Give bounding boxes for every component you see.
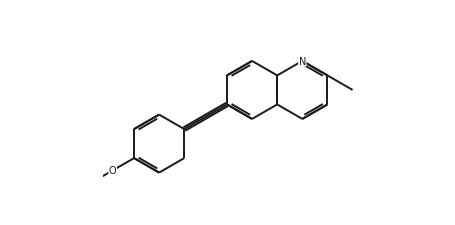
Text: N: N <box>298 57 305 67</box>
Text: O: O <box>109 166 116 176</box>
